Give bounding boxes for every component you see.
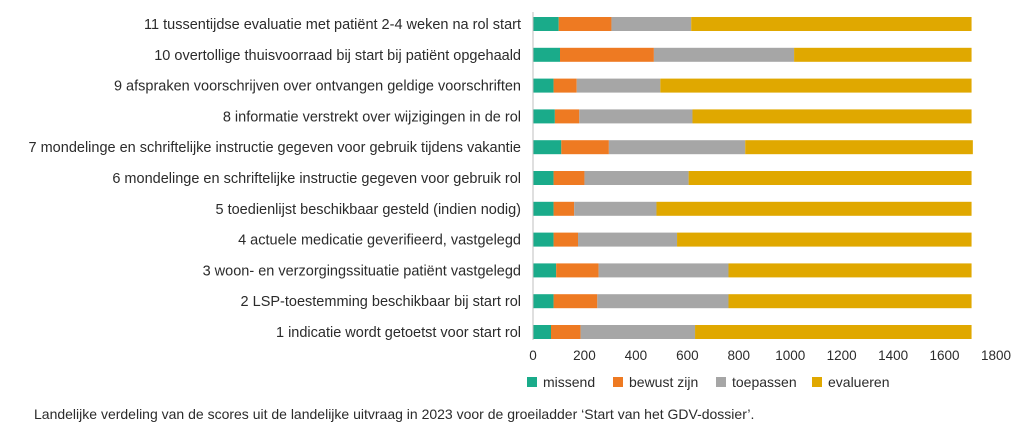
bar-evalueren [728, 263, 972, 278]
bar-evalueren [692, 109, 972, 124]
bar-evalueren [745, 140, 973, 155]
bar-missend [533, 171, 554, 185]
bar-missend [533, 263, 557, 278]
x-tick-label: 800 [728, 348, 751, 363]
bar-toepassen [574, 201, 657, 216]
bar-missend [533, 325, 552, 339]
bar-bewust-zijn [553, 232, 579, 247]
bars [533, 17, 973, 339]
category-label: 1 indicatie wordt getoetst voor start ro… [276, 325, 521, 341]
figure-caption: Landelijke verdeling van de scores uit d… [34, 406, 755, 422]
legend-swatch [613, 377, 623, 387]
bar-evalueren [656, 201, 972, 216]
bar-bewust-zijn [561, 140, 609, 155]
legend-swatch [716, 377, 726, 387]
bar-toepassen [576, 78, 661, 93]
bar-toepassen [578, 232, 678, 247]
category-label: 3 woon- en verzorgingssituatie patiënt v… [203, 263, 521, 279]
bar-evalueren [688, 171, 972, 185]
legend: missend bewust zijn toepassen evalueren [527, 374, 890, 390]
x-tick-label: 1800 [981, 348, 1011, 363]
bar-missend [533, 78, 554, 93]
stacked-bar-chart: 11 tussentijdse evaluatie met patiënt 2-… [29, 12, 1011, 390]
legend-swatch [527, 377, 537, 387]
category-label: 4 actuele medicatie geverifieerd, vastge… [238, 233, 521, 249]
bar-toepassen [579, 109, 693, 124]
bar-evalueren [691, 17, 972, 31]
category-label: 11 tussentijdse evaluatie met patiënt 2-… [144, 17, 521, 33]
x-axis: 0 200 400 600 800 1000 1200 1400 1600 1800 [529, 12, 1011, 363]
bar-evalueren [660, 78, 972, 93]
bar-bewust-zijn [553, 294, 598, 309]
category-label: 10 overtollige thuisvoorraad bij start b… [154, 48, 521, 64]
bar-evalueren [794, 47, 972, 62]
category-label: 2 LSP-toestemming beschikbaar bij start … [241, 294, 521, 310]
bar-missend [533, 232, 554, 247]
bar-bewust-zijn [554, 109, 580, 124]
x-tick-label: 1600 [930, 348, 960, 363]
category-labels: 11 tussentijdse evaluatie met patiënt 2-… [29, 17, 521, 341]
category-label: 6 mondelinge en schriftelijke instructie… [112, 171, 521, 187]
x-tick-label: 1400 [878, 348, 908, 363]
x-tick-label: 1200 [827, 348, 857, 363]
bar-bewust-zijn [553, 171, 585, 185]
category-label: 9 afspraken voorschrijven over ontvangen… [114, 79, 521, 95]
legend-swatch [812, 377, 822, 387]
x-tick-label: 0 [529, 348, 537, 363]
bar-missend [533, 201, 554, 216]
bar-toepassen [608, 140, 746, 155]
category-label: 7 mondelinge en schriftelijke instructie… [29, 140, 521, 156]
legend-label: evalueren [828, 374, 890, 390]
bar-toepassen [598, 263, 729, 278]
bar-toepassen [597, 294, 729, 309]
bar-bewust-zijn [553, 201, 575, 216]
bar-bewust-zijn [558, 17, 612, 31]
legend-label: bewust zijn [629, 374, 698, 390]
x-tick-label: 1000 [775, 348, 805, 363]
category-label: 8 informatie verstrekt over wijzigingen … [223, 109, 521, 125]
bar-bewust-zijn [551, 325, 581, 339]
legend-label: missend [543, 374, 595, 390]
bar-evalueren [677, 232, 972, 247]
bar-missend [533, 47, 561, 62]
bar-toepassen [580, 325, 696, 339]
bar-bewust-zijn [556, 263, 599, 278]
category-label: 5 toedienlijst beschikbaar gesteld (indi… [216, 202, 522, 218]
bar-evalueren [695, 325, 972, 339]
bar-missend [533, 109, 555, 124]
x-tick-label: 200 [573, 348, 596, 363]
bar-toepassen [584, 171, 689, 185]
bar-bewust-zijn [553, 78, 577, 93]
legend-label: toepassen [732, 374, 797, 390]
bar-missend [533, 17, 559, 31]
bar-missend [533, 294, 554, 309]
bar-bewust-zijn [560, 47, 654, 62]
bar-missend [533, 140, 562, 155]
x-tick-label: 400 [625, 348, 648, 363]
bar-evalueren [728, 294, 972, 309]
bar-toepassen [611, 17, 692, 31]
x-tick-label: 600 [676, 348, 699, 363]
bar-toepassen [653, 47, 795, 62]
